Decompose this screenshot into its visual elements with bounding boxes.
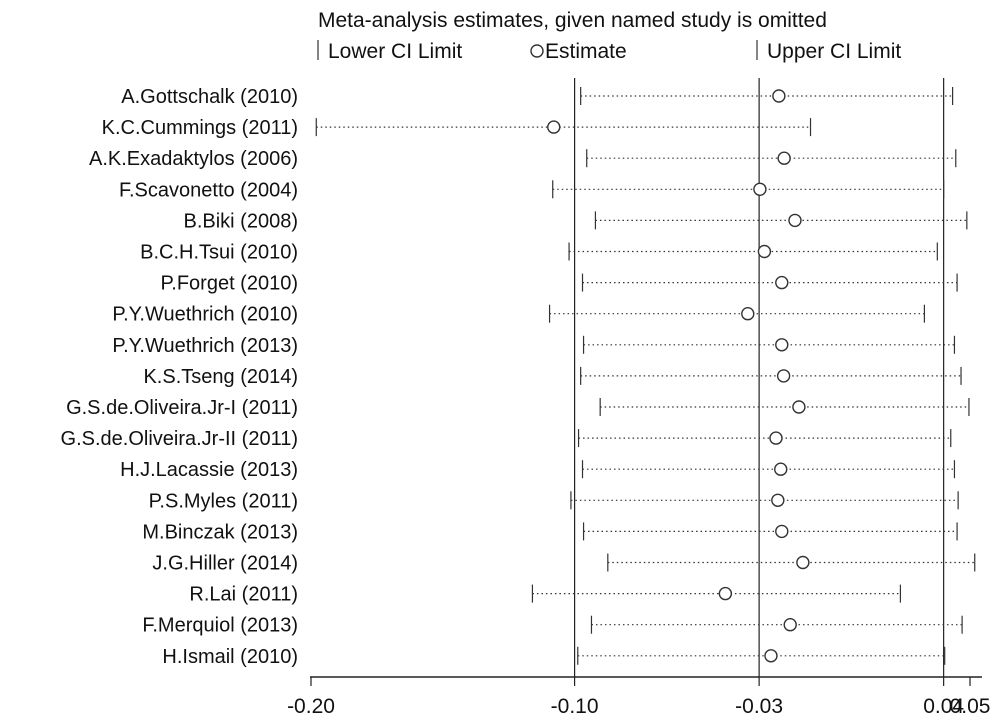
study-label: A.K.Exadaktylos (2006) bbox=[89, 148, 298, 170]
study-row: G.S.de.Oliveira.Jr-I (2011) bbox=[66, 397, 970, 419]
estimate-marker bbox=[783, 618, 797, 632]
study-row: A.K.Exadaktylos (2006) bbox=[89, 148, 957, 170]
study-label: J.G.Hiller (2014) bbox=[152, 553, 298, 575]
estimate-marker bbox=[741, 307, 755, 321]
study-row: P.Y.Wuethrich (2013) bbox=[112, 335, 956, 357]
x-tick-label: -0.03 bbox=[735, 695, 783, 718]
study-row: F.Scavonetto (2004) bbox=[119, 179, 945, 201]
study-row: A.Gottschalk (2010) bbox=[121, 86, 954, 108]
legend-estimate-marker bbox=[530, 44, 544, 58]
estimate-marker bbox=[764, 649, 778, 663]
x-tick-label: -0.10 bbox=[551, 695, 599, 718]
study-row: P.Forget (2010) bbox=[161, 273, 958, 295]
study-row: J.G.Hiller (2014) bbox=[152, 553, 976, 575]
study-label: K.C.Cummings (2011) bbox=[102, 117, 298, 139]
study-row: K.S.Tseng (2014) bbox=[143, 366, 962, 388]
study-label: K.S.Tseng (2014) bbox=[143, 366, 298, 388]
estimate-marker bbox=[788, 213, 802, 228]
study-row: P.Y.Wuethrich (2010) bbox=[112, 304, 925, 326]
study-label: H.J.Lacassie (2013) bbox=[120, 459, 298, 481]
study-label: F.Scavonetto (2004) bbox=[119, 179, 298, 201]
study-row: B.Biki (2008) bbox=[184, 210, 968, 232]
estimate-marker bbox=[757, 244, 772, 259]
x-tick-label: 0.05 bbox=[950, 695, 991, 718]
legend-lower-ci-label: Lower CI Limit bbox=[328, 40, 462, 63]
study-label: P.Forget (2010) bbox=[161, 273, 299, 295]
estimate-marker bbox=[796, 555, 810, 570]
estimate-marker bbox=[775, 275, 789, 290]
estimate-marker bbox=[775, 338, 789, 352]
study-rows: A.Gottschalk (2010) K.C.Cummings (2011) A.… bbox=[61, 86, 976, 668]
study-label: P.S.Myles (2011) bbox=[149, 490, 298, 512]
study-row: K.C.Cummings (2011) bbox=[102, 117, 812, 139]
legend-estimate-label: Estimate bbox=[545, 40, 627, 63]
estimate-marker bbox=[774, 462, 788, 476]
study-label: B.Biki (2008) bbox=[184, 210, 299, 232]
study-label: M.Binczak (2013) bbox=[142, 521, 298, 543]
estimate-marker bbox=[772, 89, 786, 103]
x-axis-ticks: -0.20 -0.10 -0.03 0.040.05 bbox=[287, 677, 990, 718]
x-tick-label: 0.04 bbox=[923, 695, 964, 718]
study-label: G.S.de.Oliveira.Jr-II (2011) bbox=[61, 428, 298, 450]
study-row: M.Binczak (2013) bbox=[142, 521, 958, 543]
estimate-marker bbox=[547, 120, 561, 134]
estimate-marker bbox=[777, 151, 791, 165]
study-row: F.Merquiol (2013) bbox=[142, 615, 963, 637]
estimate-marker bbox=[771, 493, 785, 507]
study-row: H.Ismail (2010) bbox=[162, 646, 946, 668]
study-label: P.Y.Wuethrich (2013) bbox=[112, 335, 298, 357]
estimate-marker bbox=[776, 369, 791, 383]
study-label: A.Gottschalk (2010) bbox=[121, 86, 298, 108]
study-label: G.S.de.Oliveira.Jr-I (2011) bbox=[66, 397, 298, 419]
study-row: G.S.de.Oliveira.Jr-II (2011) bbox=[61, 428, 952, 450]
study-row: P.S.Myles (2011) bbox=[149, 490, 959, 512]
study-row: H.J.Lacassie (2013) bbox=[120, 459, 956, 481]
study-label: H.Ismail (2010) bbox=[162, 646, 298, 668]
study-label: F.Merquiol (2013) bbox=[142, 615, 298, 637]
study-row: R.Lai (2011) bbox=[189, 584, 902, 606]
study-label: B.C.H.Tsui (2010) bbox=[140, 242, 298, 264]
legend-upper-ci-label: Upper CI Limit bbox=[767, 40, 901, 63]
study-row: B.C.H.Tsui (2010) bbox=[140, 242, 938, 264]
estimate-marker bbox=[769, 431, 783, 445]
reference-lines bbox=[573, 78, 945, 677]
x-tick-label: -0.20 bbox=[287, 695, 335, 718]
estimate-marker bbox=[718, 586, 733, 601]
chart-title: Meta-analysis estimates, given named stu… bbox=[318, 9, 827, 32]
estimate-marker bbox=[775, 524, 789, 539]
study-label: P.Y.Wuethrich (2010) bbox=[112, 304, 298, 326]
estimate-marker bbox=[753, 182, 767, 197]
legend: Lower CI Limit Estimate Upper CI Limit bbox=[317, 40, 901, 63]
study-label: R.Lai (2011) bbox=[189, 584, 298, 606]
estimate-marker bbox=[792, 400, 806, 414]
